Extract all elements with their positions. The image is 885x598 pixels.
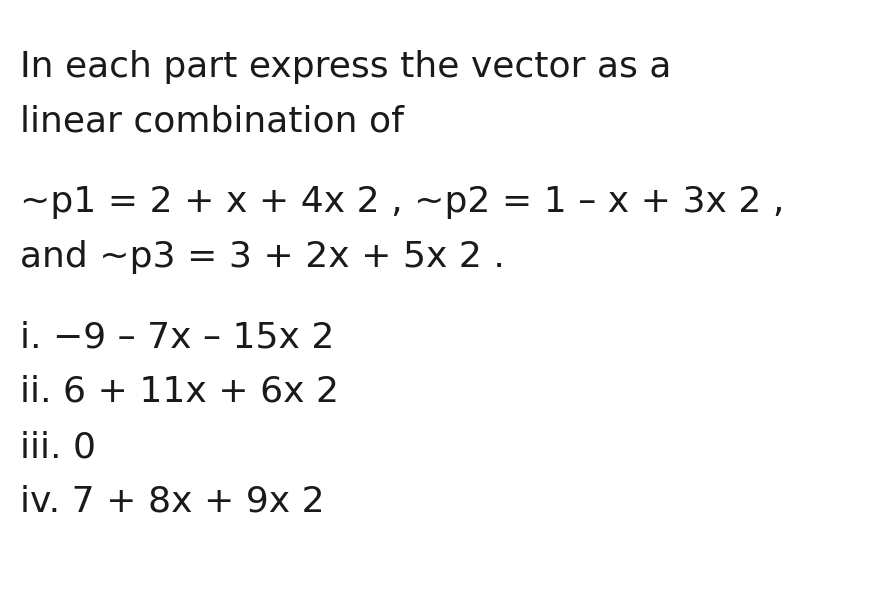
Text: iii. 0: iii. 0 <box>20 430 96 464</box>
Text: linear combination of: linear combination of <box>20 105 404 139</box>
Text: iv. 7 + 8x + 9x 2: iv. 7 + 8x + 9x 2 <box>20 485 325 519</box>
Text: and ~p3 = 3 + 2x + 5x 2 .: and ~p3 = 3 + 2x + 5x 2 . <box>20 240 504 274</box>
Text: In each part express the vector as a: In each part express the vector as a <box>20 50 672 84</box>
Text: ii. 6 + 11x + 6x 2: ii. 6 + 11x + 6x 2 <box>20 375 339 409</box>
Text: i. −9 – 7x – 15x 2: i. −9 – 7x – 15x 2 <box>20 320 335 354</box>
Text: ~p1 = 2 + x + 4x 2 , ~p2 = 1 – x + 3x 2 ,: ~p1 = 2 + x + 4x 2 , ~p2 = 1 – x + 3x 2 … <box>20 185 784 219</box>
